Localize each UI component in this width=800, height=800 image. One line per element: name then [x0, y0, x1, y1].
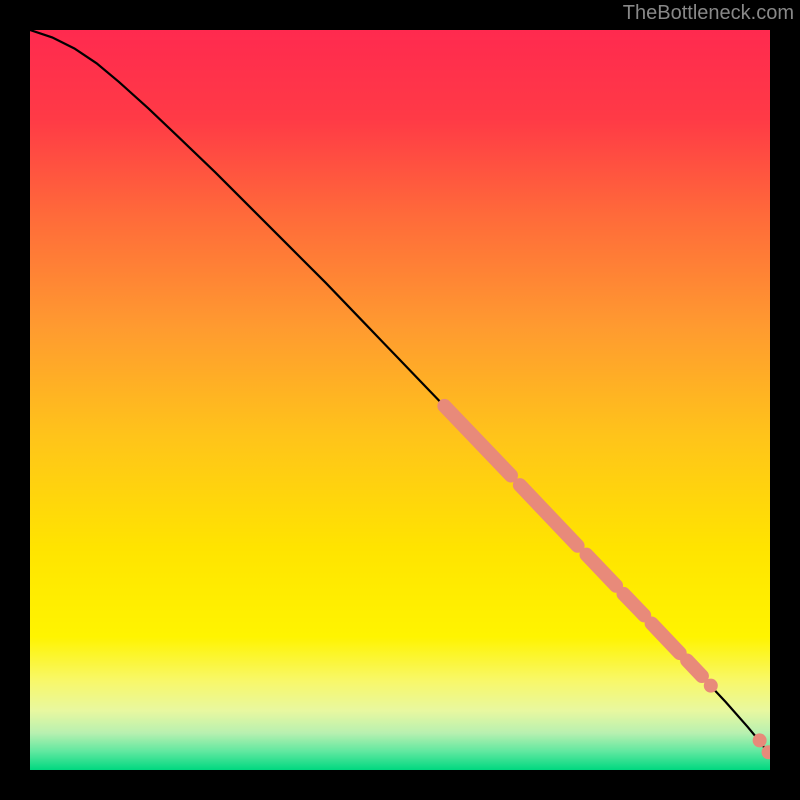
marker-segment — [623, 594, 644, 615]
attribution-text: TheBottleneck.com — [623, 0, 800, 25]
marker-dot — [704, 679, 718, 693]
marker-segment — [444, 406, 511, 476]
marker-segment — [687, 660, 702, 676]
chart-container: TheBottleneck.com — [0, 0, 800, 800]
marker-dot — [753, 733, 767, 747]
curve-layer — [30, 30, 770, 770]
marker-segment — [520, 485, 578, 546]
marker-segment — [586, 555, 616, 586]
marker-segment — [652, 623, 680, 653]
plot-area — [30, 30, 770, 770]
bottleneck-curve — [30, 30, 770, 755]
